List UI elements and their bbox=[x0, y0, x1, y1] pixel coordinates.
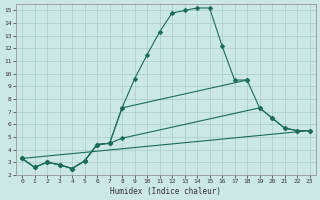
X-axis label: Humidex (Indice chaleur): Humidex (Indice chaleur) bbox=[110, 187, 221, 196]
